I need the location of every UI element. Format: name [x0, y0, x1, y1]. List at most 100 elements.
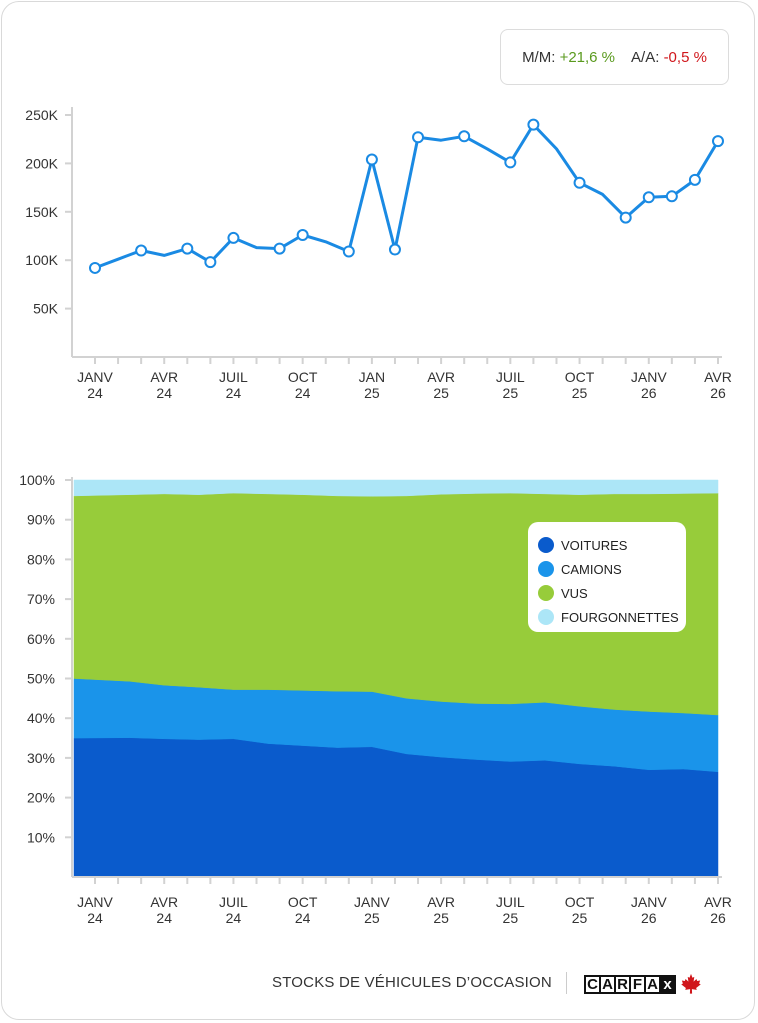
data-point: [135, 244, 148, 257]
y-tick-label: 20%: [27, 790, 55, 806]
y-tick-label: 100%: [19, 472, 55, 488]
data-point: [527, 118, 540, 131]
y-tick-label: 70%: [27, 591, 55, 607]
x-tick-label: 26: [641, 385, 657, 401]
inventory-line-chart: 50K100K150K200K250KJANV24AVR24JUIL24OCT2…: [25, 107, 732, 401]
legend-swatch-vus: [538, 585, 554, 601]
data-point: [273, 242, 286, 255]
y-tick-label: 40%: [27, 710, 55, 726]
legend-swatch-fourgonnettes: [538, 609, 554, 625]
data-point: [296, 229, 309, 242]
data-point: [365, 153, 378, 166]
data-point: [342, 245, 355, 258]
data-point: [688, 173, 701, 186]
x-tick-label: JANV: [354, 894, 390, 910]
legend-item-fourgonnettes: FOURGONNETTES: [538, 605, 686, 629]
x-tick-label: OCT: [565, 894, 595, 910]
y-tick-label: 30%: [27, 750, 55, 766]
x-tick-label: 25: [503, 385, 519, 401]
legend-swatch-camions: [538, 561, 554, 577]
area-fourgonnettes: [73, 479, 719, 497]
x-tick-label: OCT: [288, 369, 318, 385]
data-point: [412, 131, 425, 144]
y-tick-label: 200K: [25, 155, 58, 171]
legend-item-camions: CAMIONS: [538, 557, 686, 581]
x-tick-label: 25: [364, 910, 380, 925]
x-tick-label: 26: [710, 385, 726, 401]
y-tick-label: 150K: [25, 204, 58, 220]
x-tick-label: 24: [87, 385, 103, 401]
x-tick-label: 25: [572, 910, 588, 925]
footer-divider: [566, 972, 567, 994]
x-tick-label: JANV: [77, 369, 113, 385]
x-tick-label: 24: [295, 385, 311, 401]
mm-label: M/M:: [522, 48, 556, 66]
x-tick-label: 24: [295, 910, 311, 925]
data-point: [89, 261, 101, 274]
data-point: [619, 211, 632, 224]
y-tick-label: 10%: [27, 829, 55, 845]
x-tick-label: JUIL: [496, 369, 525, 385]
legend-label-camions: CAMIONS: [561, 561, 622, 577]
y-tick-label: 80%: [27, 551, 55, 567]
legend-label-voitures: VOITURES: [561, 537, 628, 553]
x-tick-label: AVR: [427, 369, 455, 385]
data-point: [642, 191, 655, 204]
data-point: [458, 130, 471, 143]
aa-value: -0,5 %: [663, 48, 707, 66]
legend-label-fourgonnettes: FOURGONNETTES: [561, 609, 679, 625]
y-tick-label: 100K: [25, 252, 58, 268]
x-tick-label: 24: [156, 385, 172, 401]
footer-title: STOCKS DE VÉHICULES D’OCCASION: [272, 974, 552, 991]
x-tick-label: AVR: [150, 894, 178, 910]
data-point: [181, 242, 194, 255]
logo-letter: x: [659, 974, 676, 994]
year-over-year-stat: A/A: -0,5 %: [631, 49, 707, 66]
data-point: [712, 135, 724, 148]
y-tick-label: 50%: [27, 671, 55, 687]
legend-item-vus: VUS: [538, 581, 686, 605]
legend-item-voitures: VOITURES: [538, 533, 686, 557]
series-line: [94, 123, 720, 270]
x-tick-label: AVR: [427, 894, 455, 910]
data-point: [388, 243, 401, 256]
data-point: [227, 231, 240, 244]
x-tick-label: AVR: [150, 369, 178, 385]
data-point: [504, 156, 517, 169]
change-summary-box: M/M: +21,6 % A/A: -0,5 %: [500, 29, 729, 85]
x-tick-label: 25: [433, 385, 449, 401]
x-tick-label: JUIL: [219, 369, 248, 385]
x-tick-label: OCT: [565, 369, 595, 385]
x-tick-label: 25: [433, 910, 449, 925]
legend-label-vus: VUS: [561, 585, 588, 601]
month-over-month-stat: M/M: +21,6 %: [522, 49, 615, 66]
x-tick-label: AVR: [704, 894, 732, 910]
x-tick-label: 24: [226, 910, 242, 925]
data-point: [573, 176, 586, 189]
x-tick-label: 25: [572, 385, 588, 401]
data-point: [665, 190, 678, 203]
x-tick-label: 24: [87, 910, 103, 925]
x-tick-label: JAN: [359, 369, 385, 385]
x-tick-label: 26: [641, 910, 657, 925]
x-tick-label: JANV: [77, 894, 113, 910]
y-tick-label: 250K: [25, 107, 58, 123]
x-tick-label: 26: [710, 910, 726, 925]
y-tick-label: 50K: [33, 301, 59, 317]
carfax-logo: C A R F A x: [584, 973, 702, 995]
data-point: [204, 256, 217, 269]
legend-swatch-voitures: [538, 537, 554, 553]
y-tick-label: 60%: [27, 631, 55, 647]
x-tick-label: JUIL: [219, 894, 248, 910]
maple-leaf-icon: [681, 973, 701, 994]
y-tick-label: 90%: [27, 512, 55, 528]
x-tick-label: 25: [364, 385, 380, 401]
x-tick-label: OCT: [288, 894, 318, 910]
x-tick-label: JANV: [631, 894, 667, 910]
x-tick-label: JANV: [631, 369, 667, 385]
x-tick-label: 24: [226, 385, 242, 401]
x-tick-label: JUIL: [496, 894, 525, 910]
x-tick-label: 25: [503, 910, 519, 925]
aa-label: A/A:: [631, 48, 660, 66]
chart-legend: VOITURES CAMIONS VUS FOURGONNETTES: [528, 522, 686, 632]
